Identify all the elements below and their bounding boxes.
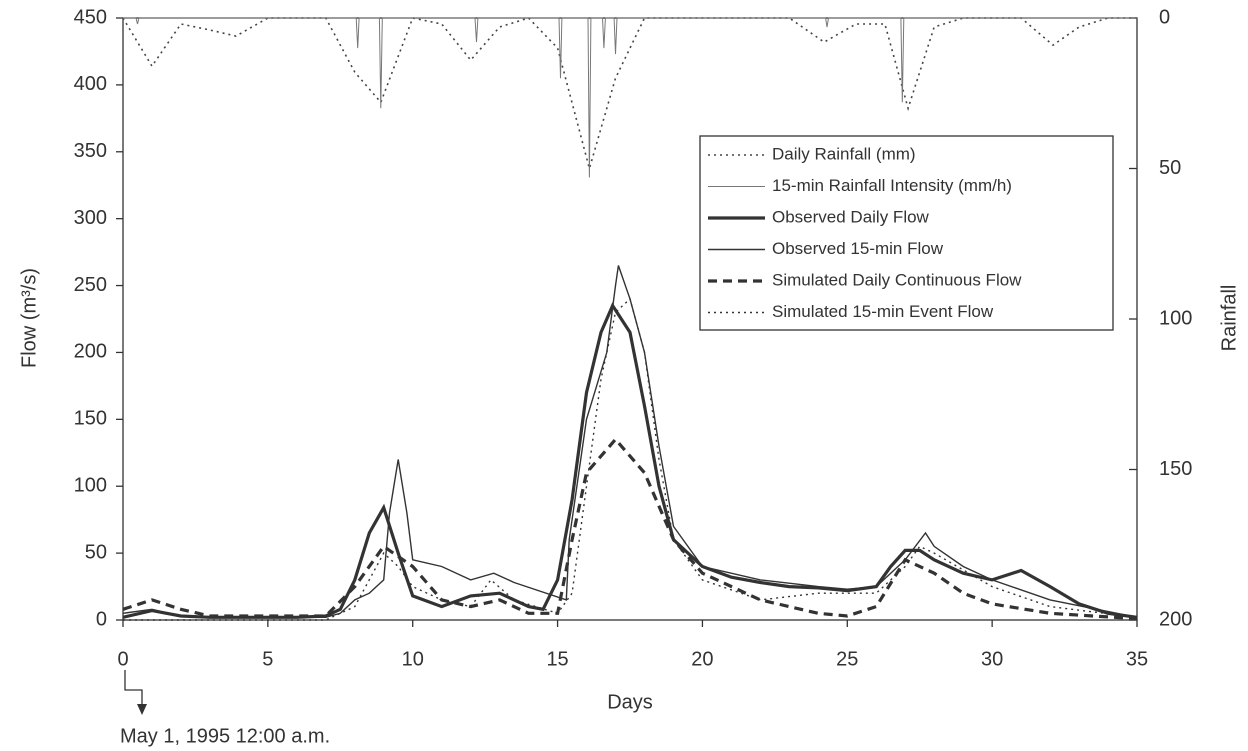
y2-axis-label: Rainfall <box>1218 285 1240 352</box>
legend-label: Observed 15-min Flow <box>772 239 944 258</box>
series-line <box>122 302 1138 619</box>
legend-label: Simulated 15-min Event Flow <box>772 302 994 321</box>
y-tick-label: 200 <box>74 341 107 363</box>
x-tick-label: 15 <box>546 648 568 670</box>
series-line <box>123 297 1138 621</box>
y-tick-label: 0 <box>96 608 107 630</box>
y2-tick-label: 150 <box>1159 458 1192 480</box>
y-tick-label: 350 <box>74 140 107 162</box>
y-tick-label: 300 <box>74 207 107 229</box>
legend: Daily Rainfall (mm) 15-min Rainfall Inten… <box>699 135 1114 331</box>
y-tick-label: 400 <box>74 73 107 95</box>
y2-tick-label: 100 <box>1159 307 1192 329</box>
x-axis-label: Days <box>607 691 653 713</box>
legend-label: Daily Rainfall (mm) <box>772 144 916 163</box>
x-tick-label: 10 <box>402 648 424 670</box>
y-tick-label: 250 <box>74 274 107 296</box>
y2-tick-label: 200 <box>1159 608 1192 630</box>
y-axis-label: Flow (m³/s) <box>18 268 40 368</box>
series-line <box>122 436 1138 621</box>
series-line <box>122 265 1138 618</box>
x-tick-label: 0 <box>117 648 128 670</box>
legend-label: Simulated Daily Continuous Flow <box>772 270 1022 289</box>
x-tick-label: 25 <box>836 648 858 670</box>
annotation-arrow <box>124 670 143 708</box>
series-line <box>123 17 1137 178</box>
x-tick-label: 20 <box>691 648 713 670</box>
x-tick-label: 5 <box>262 648 273 670</box>
legend-label: 15-min Rainfall Intensity (mm/h) <box>772 176 1012 195</box>
y-tick-label: 450 <box>74 6 107 28</box>
y-tick-label: 150 <box>74 408 107 430</box>
legend-label: Observed Daily Flow <box>772 207 930 226</box>
x-tick-label: 35 <box>1126 648 1148 670</box>
y-tick-label: 100 <box>74 475 107 497</box>
y2-tick-label: 0 <box>1159 6 1170 28</box>
legend-box <box>699 135 1114 331</box>
x-tick-label: 30 <box>981 648 1003 670</box>
annotation: May 1, 1995 12:00 a.m. <box>120 725 330 747</box>
y2-tick-label: 50 <box>1159 157 1181 179</box>
annotation-arrowhead <box>137 704 147 715</box>
y-tick-label: 50 <box>85 541 107 563</box>
